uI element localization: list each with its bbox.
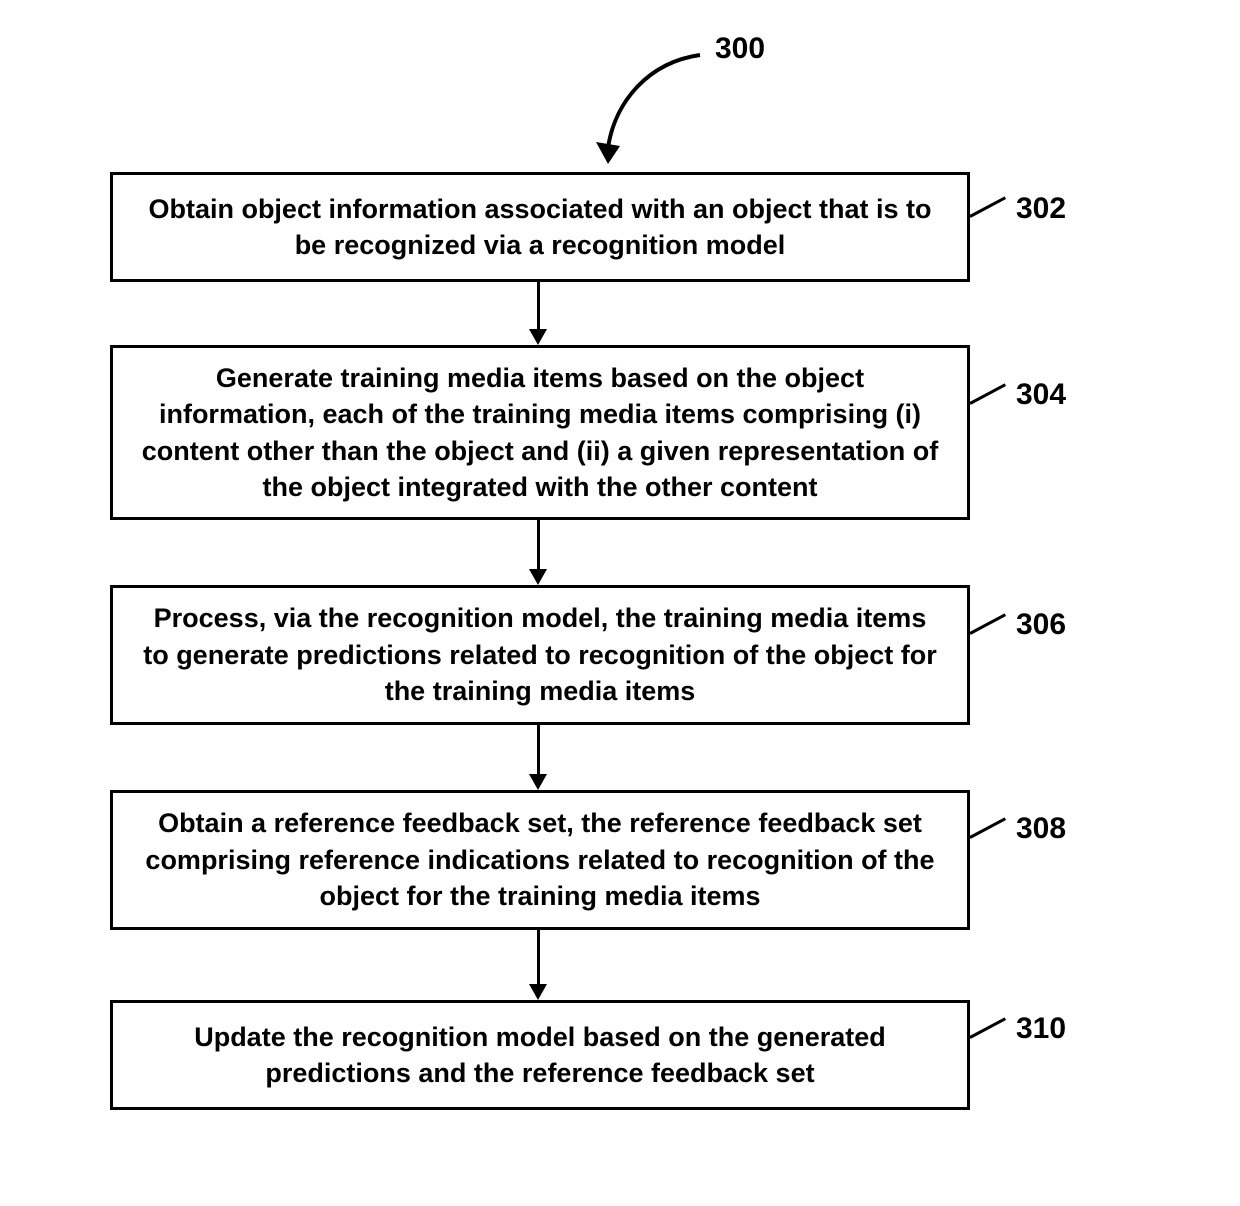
step-label-text-304: 304 xyxy=(1016,378,1066,411)
leader-line-302 xyxy=(969,196,1006,217)
arrow-head-304-306 xyxy=(529,569,547,585)
step-text-306: Process, via the recognition model, the … xyxy=(141,600,939,709)
flowchart-canvas: 300 Obtain object information associated… xyxy=(0,0,1240,1206)
step-label-308: 308 xyxy=(1016,812,1066,846)
arrow-line-308-310 xyxy=(537,930,540,984)
step-label-text-308: 308 xyxy=(1016,812,1066,845)
step-label-text-310: 310 xyxy=(1016,1012,1066,1045)
arrow-head-308-310 xyxy=(529,984,547,1000)
arrow-line-304-306 xyxy=(537,520,540,569)
leader-line-304 xyxy=(969,383,1006,404)
step-box-306: Process, via the recognition model, the … xyxy=(110,585,970,725)
arrow-head-306-308 xyxy=(529,774,547,790)
leader-line-308 xyxy=(969,817,1006,838)
step-label-310: 310 xyxy=(1016,1012,1066,1046)
step-box-310: Update the recognition model based on th… xyxy=(110,1000,970,1110)
arrow-line-306-308 xyxy=(537,725,540,774)
arrow-head-302-304 xyxy=(529,329,547,345)
step-label-302: 302 xyxy=(1016,192,1066,226)
step-label-text-302: 302 xyxy=(1016,192,1066,225)
step-label-text-306: 306 xyxy=(1016,608,1066,641)
step-box-304: Generate training media items based on t… xyxy=(110,345,970,520)
diagram-number-text: 300 xyxy=(715,32,765,65)
step-box-308: Obtain a reference feedback set, the ref… xyxy=(110,790,970,930)
step-text-308: Obtain a reference feedback set, the ref… xyxy=(141,805,939,914)
step-label-304: 304 xyxy=(1016,378,1066,412)
step-text-310: Update the recognition model based on th… xyxy=(141,1019,939,1092)
step-box-302: Obtain object information associated wit… xyxy=(110,172,970,282)
step-text-304: Generate training media items based on t… xyxy=(141,360,939,506)
leader-line-310 xyxy=(969,1017,1006,1038)
step-label-306: 306 xyxy=(1016,608,1066,642)
diagram-number-label: 300 xyxy=(715,32,765,66)
step-text-302: Obtain object information associated wit… xyxy=(141,191,939,264)
arrow-line-302-304 xyxy=(537,282,540,329)
leader-line-306 xyxy=(969,613,1006,634)
